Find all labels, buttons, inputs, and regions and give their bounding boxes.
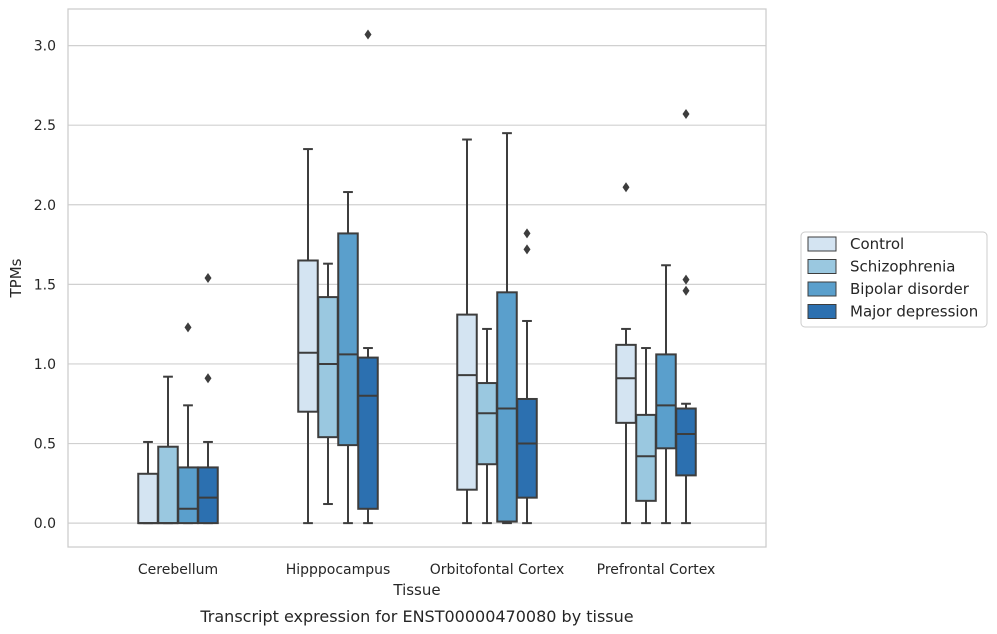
box-control [615, 182, 637, 525]
outlier-point [682, 285, 690, 296]
outlier-point [204, 273, 212, 283]
legend-swatch [807, 281, 837, 297]
y-tick-label: 1.0 [34, 357, 56, 373]
box-body [357, 356, 379, 510]
outlier-point [682, 274, 690, 285]
legend-label: Bipolar disorder [850, 280, 970, 298]
box-body [456, 313, 478, 491]
box-major-depression [516, 228, 538, 525]
box-body [476, 382, 498, 466]
box-body [496, 291, 518, 523]
box-body [615, 343, 637, 424]
box-schizophrenia [157, 375, 179, 525]
legend-label: Major depression [850, 303, 978, 321]
y-tick-label: 2.5 [34, 118, 56, 134]
grid-lines [68, 45, 766, 524]
legend-frame [800, 231, 988, 328]
box-body [635, 413, 657, 502]
legend-swatch [807, 259, 837, 274]
box-control [297, 148, 319, 525]
plot-area-frame [67, 8, 767, 548]
box-body [655, 353, 677, 450]
legend-label: Schizophrenia [850, 258, 955, 276]
y-tick-label: 0.0 [34, 516, 56, 532]
outlier-point [682, 109, 690, 120]
x-tick-label: Hipppocampus [286, 562, 391, 578]
y-tick-label: 2.0 [34, 198, 56, 214]
outlier-point [364, 29, 372, 40]
box-control [456, 138, 478, 525]
legend-label: Control [850, 235, 904, 253]
legend-swatch [807, 236, 837, 252]
box-major-depression [197, 273, 219, 525]
x-tick-label: Orbitofontal Cortex [430, 562, 565, 578]
box-major-depression [357, 29, 379, 525]
x-tick-label: Prefrontal Cortex [597, 562, 716, 578]
box-body [297, 259, 319, 413]
box-bipolar-disorder [655, 264, 677, 525]
box-body [675, 407, 697, 477]
x-axis-label: Tissue [392, 581, 440, 599]
box-body [157, 445, 179, 525]
box-control [137, 440, 159, 525]
chart-caption: Transcript expression for ENST0000047008… [199, 607, 633, 626]
legend-swatch [807, 304, 837, 319]
outlier-point [184, 322, 192, 333]
y-axis-label: TPMs [7, 258, 25, 298]
y-tick-label: 0.5 [34, 437, 56, 453]
box-body [177, 466, 199, 525]
outlier-point [523, 244, 531, 255]
box-body [516, 397, 538, 499]
y-tick-label: 1.5 [34, 277, 56, 293]
y-axis-ticks: 0.0 0.5 1.0 1.5 2.0 2.5 3.0 [34, 39, 56, 533]
box-series [137, 29, 697, 525]
box-body [337, 232, 359, 447]
box-major-depression [675, 109, 697, 525]
x-tick-label: Cerebellum [138, 562, 218, 578]
box-body [197, 466, 219, 525]
outlier-point [523, 228, 531, 239]
box-schizophrenia [317, 262, 339, 506]
box-body [137, 472, 159, 525]
y-tick-label: 3.0 [34, 39, 56, 55]
outlier-point [204, 373, 212, 384]
box-bipolar-disorder [337, 191, 359, 525]
box-schizophrenia [476, 327, 498, 525]
box-bipolar-disorder [177, 322, 199, 525]
box-bipolar-disorder [496, 132, 518, 525]
x-axis-ticks: Cerebellum Hipppocampus Orbitofontal Corte… [138, 562, 715, 578]
outlier-point [622, 182, 630, 193]
box-body [317, 296, 339, 439]
legend: Control Schizophrenia Bipolar disorder Majo… [800, 231, 988, 328]
box-schizophrenia [635, 347, 657, 525]
